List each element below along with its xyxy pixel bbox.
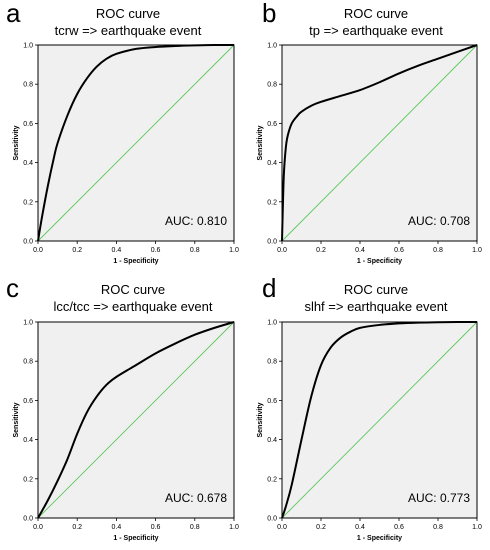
panel-b-y-tick-label: 1.0 bbox=[267, 43, 277, 50]
panel-c-x-axis-label: 1 - Specificity bbox=[113, 535, 158, 542]
panel-c-x-tick-label: 0.8 bbox=[190, 524, 200, 531]
panel-a-x-tick-label: 0.4 bbox=[112, 247, 122, 254]
panel-c-x-tick-label: 0.6 bbox=[151, 524, 161, 531]
panel-d-x-axis-label: 1 - Specificity bbox=[357, 535, 402, 542]
panel-a-y-tick-label: 0.0 bbox=[23, 239, 33, 246]
panel-a-subtitle: tcrw => earthquake event bbox=[55, 23, 202, 38]
panel-b-x-tick-label: 0.0 bbox=[277, 247, 287, 254]
panel-b-x-tick-label: 1.0 bbox=[472, 247, 482, 254]
panel-d-roc-curve bbox=[281, 320, 478, 519]
panel-a-x-tick-label: 0.2 bbox=[72, 247, 82, 254]
panel-d-x-tick-label: 0.0 bbox=[277, 524, 287, 531]
panel-a-roc-curve bbox=[37, 43, 235, 242]
panel-c-auc-annotation: AUC: 0.678 bbox=[165, 491, 227, 505]
panel-a-x-tick-label: 0.8 bbox=[190, 247, 200, 254]
panel-c-y-tick-label: 1.0 bbox=[23, 320, 33, 327]
panel-a-x-axis-label: 1 - Specificity bbox=[113, 258, 158, 265]
panel-b-y-axis-label: Sensitivity bbox=[257, 125, 264, 160]
panel-d-y-tick-label: 0.6 bbox=[267, 398, 277, 405]
panel-a-letter: a bbox=[6, 0, 21, 28]
panel-d-auc-annotation: AUC: 0.773 bbox=[408, 491, 470, 505]
panel-c-y-tick-label: 0.6 bbox=[23, 398, 33, 405]
panel-d-y-tick-label: 1.0 bbox=[267, 320, 277, 327]
panel-b-y-tick-label: 0.4 bbox=[267, 160, 277, 167]
panel-a-x-tick-label: 0.6 bbox=[151, 247, 161, 254]
panel-d-y-tick-label: 0.0 bbox=[267, 516, 277, 523]
panel-a-y-tick-label: 1.0 bbox=[23, 43, 33, 50]
panel-b-y-tick-label: 0.6 bbox=[267, 121, 277, 128]
panel-b-x-tick-label: 0.2 bbox=[316, 247, 326, 254]
panel-c-letter: c bbox=[6, 273, 19, 303]
panel-d-x-tick-label: 0.4 bbox=[355, 524, 365, 531]
panel-b-x-tick-label: 0.6 bbox=[394, 247, 404, 254]
panel-c-y-axis-label: Sensitivity bbox=[13, 402, 20, 437]
panel-d-title: ROC curve bbox=[344, 282, 408, 297]
panel-c-x-tick-label: 1.0 bbox=[229, 524, 239, 531]
panel-c-roc-curve bbox=[37, 321, 235, 519]
panel-a-y-tick-label: 0.6 bbox=[23, 121, 33, 128]
panel-a-x-tick-label: 1.0 bbox=[229, 247, 239, 254]
panel-d-x-tick-label: 0.2 bbox=[316, 524, 326, 531]
panel-d-reference-diagonal bbox=[281, 321, 478, 519]
panel-b-auc-annotation: AUC: 0.708 bbox=[408, 214, 470, 228]
panel-c-y-tick-label: 0.0 bbox=[23, 516, 33, 523]
panel-a-reference-diagonal bbox=[37, 44, 235, 242]
panel-a-y-tick-label: 0.8 bbox=[23, 82, 33, 89]
panel-c-x-tick-label: 0.0 bbox=[33, 524, 43, 531]
panel-b-y-tick-label: 0.8 bbox=[267, 82, 277, 89]
panel-a-title: ROC curve bbox=[96, 6, 160, 21]
panel-d-y-tick-label: 0.8 bbox=[267, 359, 277, 366]
panel-c-x-tick-label: 0.4 bbox=[112, 524, 122, 531]
panel-b-letter: b bbox=[262, 0, 276, 28]
panel-b-roc-curve bbox=[281, 44, 478, 242]
panel-d-y-axis-label: Sensitivity bbox=[257, 402, 264, 437]
panel-c-subtitle: lcc/tcc => earthquake event bbox=[54, 299, 213, 314]
panel-b-y-tick-label: 0.0 bbox=[267, 239, 277, 246]
panel-d-subtitle: slhf => earthquake event bbox=[304, 299, 447, 314]
panel-d-x-tick-label: 0.6 bbox=[394, 524, 404, 531]
panel-b-x-axis-label: 1 - Specificity bbox=[357, 258, 402, 265]
panel-c-y-tick-label: 0.2 bbox=[23, 476, 33, 483]
panel-c-y-tick-label: 0.8 bbox=[23, 359, 33, 366]
panel-b-x-tick-label: 0.4 bbox=[355, 247, 365, 254]
panel-b-x-tick-label: 0.8 bbox=[433, 247, 443, 254]
panel-d-y-tick-label: 0.4 bbox=[267, 437, 277, 444]
panel-b-title: ROC curve bbox=[344, 6, 408, 21]
panel-c-reference-diagonal bbox=[37, 321, 235, 519]
panel-a-y-tick-label: 0.4 bbox=[23, 160, 33, 167]
panel-b-y-tick-label: 0.2 bbox=[267, 199, 277, 206]
panel-d-letter: d bbox=[262, 273, 276, 303]
panel-d-x-tick-label: 1.0 bbox=[472, 524, 482, 531]
panel-d-y-tick-label: 0.2 bbox=[267, 476, 277, 483]
panel-a-auc-annotation: AUC: 0.810 bbox=[165, 214, 227, 228]
panel-a-x-tick-label: 0.0 bbox=[33, 247, 43, 254]
panel-a-y-axis-label: Sensitivity bbox=[13, 125, 20, 160]
panel-a-y-tick-label: 0.2 bbox=[23, 199, 33, 206]
panel-c-y-tick-label: 0.4 bbox=[23, 437, 33, 444]
panel-b-reference-diagonal bbox=[281, 44, 478, 242]
panel-c-x-tick-label: 0.2 bbox=[72, 524, 82, 531]
panel-d-x-tick-label: 0.8 bbox=[433, 524, 443, 531]
panel-b-subtitle: tp => earthquake event bbox=[309, 23, 443, 38]
panel-c-title: ROC curve bbox=[101, 282, 165, 297]
